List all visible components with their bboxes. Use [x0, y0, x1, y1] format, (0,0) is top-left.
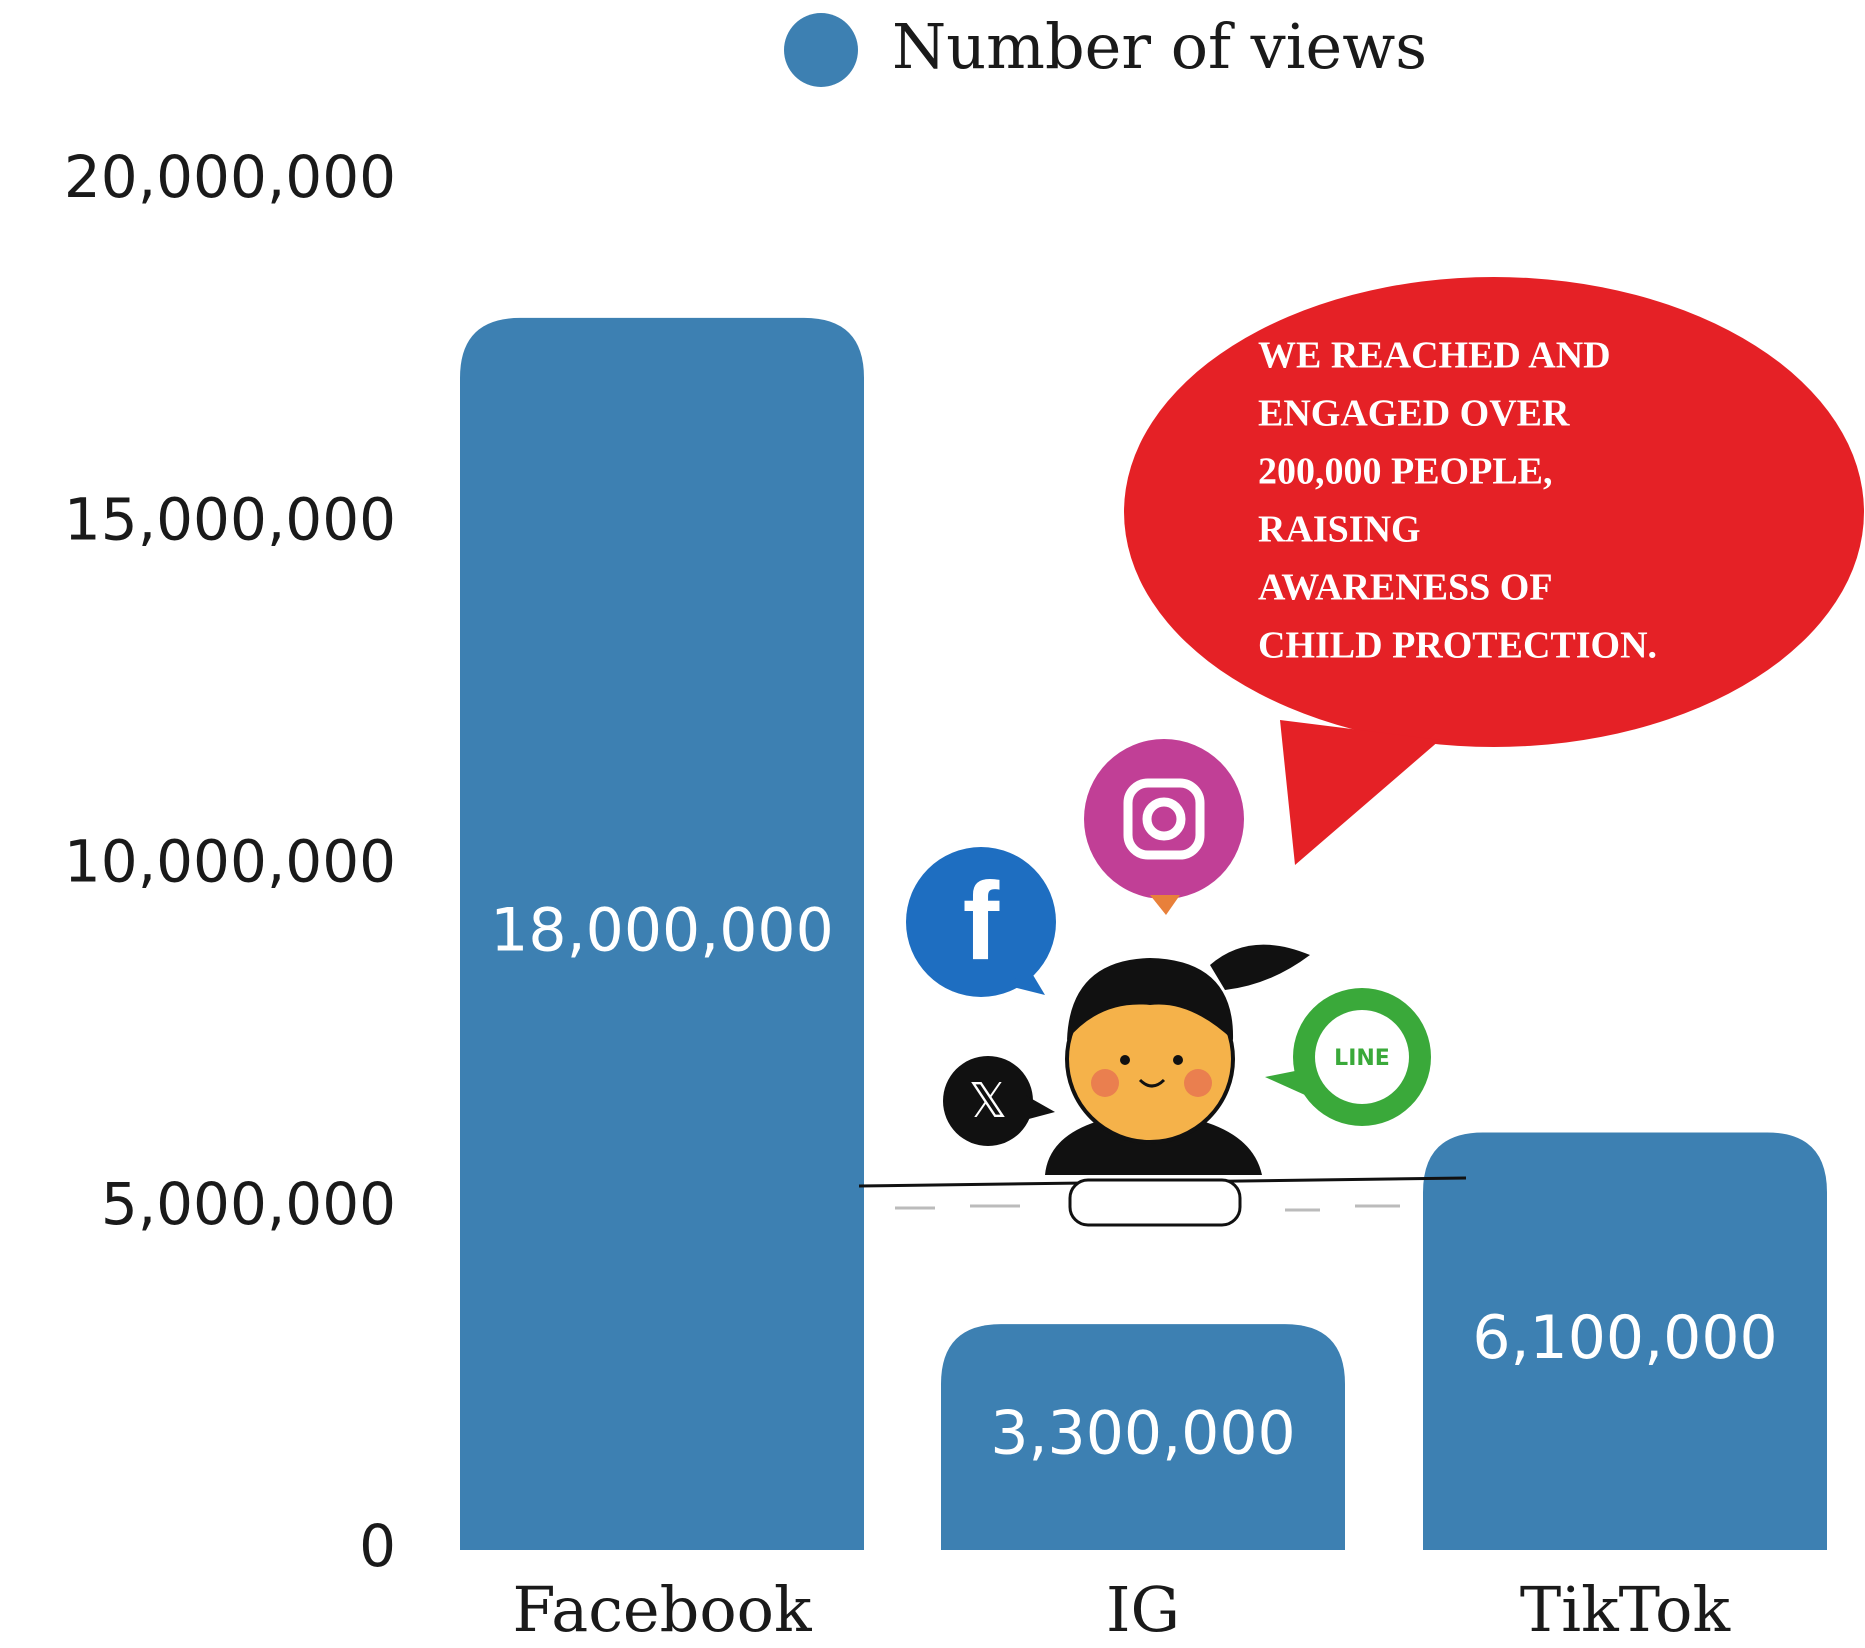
annotation-line: WE REACHED AND [1258, 335, 1611, 377]
annotation-line: ENGAGED OVER [1258, 393, 1570, 435]
y-tick-label: 10,000,000 [64, 828, 396, 896]
y-tick-label: 5,000,000 [101, 1170, 396, 1238]
annotation-line: RAISING [1258, 509, 1421, 551]
annotation-line: 200,000 PEOPLE, [1258, 451, 1553, 493]
facebook-icon: f [963, 860, 1000, 983]
y-tick-label: 15,000,000 [64, 485, 396, 553]
bar [941, 1324, 1345, 1550]
legend-marker [784, 13, 858, 87]
bar [1423, 1132, 1827, 1550]
annotation-line: AWARENESS OF [1258, 567, 1553, 609]
value-label: 18,000,000 [490, 896, 834, 966]
legend-label: Number of views [892, 10, 1427, 83]
y-tick-label: 0 [359, 1512, 396, 1580]
speech-bubble [1124, 277, 1864, 865]
annotation-line: CHILD PROTECTION. [1258, 625, 1657, 667]
x-tick-label: Facebook [512, 1573, 812, 1646]
y-tick-label: 20,000,000 [64, 143, 396, 211]
value-label: 3,300,000 [990, 1399, 1295, 1469]
illustration: f 𝕏 LINE [858, 739, 1467, 1227]
x-tick-label: IG [1106, 1573, 1180, 1646]
value-label: 6,100,000 [1472, 1303, 1777, 1373]
bar [460, 317, 864, 1550]
line-icon-label: LINE [1334, 1046, 1390, 1071]
x-icon: 𝕏 [969, 1073, 1008, 1129]
x-tick-label: TikTok [1520, 1573, 1731, 1646]
